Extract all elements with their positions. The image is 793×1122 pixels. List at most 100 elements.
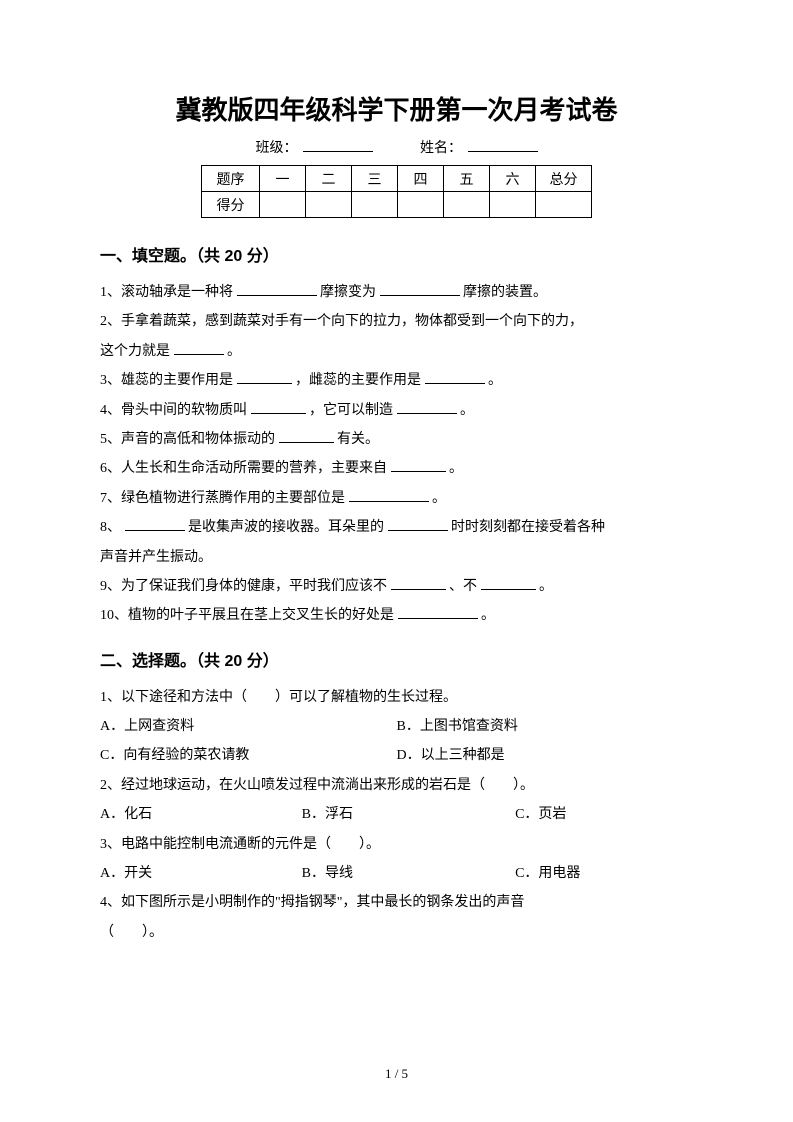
s1-q3-part-b: ，雌蕊的主要作用是 <box>295 373 421 388</box>
score-cell-2[interactable] <box>306 192 352 218</box>
header-col-3: 三 <box>352 166 398 192</box>
s2-q3: 3、电路中能控制电流通断的元件是（ ）。 <box>100 830 693 859</box>
s1-q3-blank-1[interactable] <box>237 370 292 384</box>
s1-q9: 9、为了保证我们身体的健康，平时我们应该不 、不 。 <box>100 572 693 601</box>
s1-q6: 6、人生长和生命活动所需要的营养，主要来自 。 <box>100 454 693 483</box>
s1-q5-part-a: 5、声音的高低和物体振动的 <box>100 432 275 447</box>
s2-q4-part-b: （ ）。 <box>100 925 163 940</box>
s2-q1-choices: A．上网查资料 B．上图书馆查资料 C．向有经验的菜农请教 D．以上三种都是 <box>100 712 693 771</box>
s1-q10: 10、植物的叶子平展且在茎上交叉生长的好处是 。 <box>100 601 693 630</box>
s1-q9-part-b: 、不 <box>449 579 477 594</box>
s2-q1-choice-b[interactable]: B．上图书馆查资料 <box>397 712 694 741</box>
s1-q9-part-c: 。 <box>539 579 553 594</box>
s2-q3-choice-b[interactable]: B．导线 <box>302 859 515 888</box>
s1-q1-part-a: 1、滚动轴承是一种将 <box>100 285 233 300</box>
s1-q9-blank-1[interactable] <box>391 576 446 590</box>
score-table: 题序 一 二 三 四 五 六 总分 得分 <box>201 165 592 218</box>
s1-q7-part-a: 7、绿色植物进行蒸腾作用的主要部位是 <box>100 491 345 506</box>
s2-q2: 2、经过地球运动，在火山喷发过程中流淌出来形成的岩石是（ ）。 <box>100 771 693 800</box>
s2-q2-choice-c[interactable]: C．页岩 <box>515 800 693 829</box>
s1-q4-part-c: 。 <box>460 403 474 418</box>
score-table-score-row: 得分 <box>202 192 592 218</box>
s1-q1-part-b: 摩擦变为 <box>320 285 376 300</box>
s2-q1: 1、以下途径和方法中（ ）可以了解植物的生长过程。 <box>100 683 693 712</box>
header-total: 总分 <box>536 166 592 192</box>
s1-q4: 4、骨头中间的软物质叫 ，它可以制造 。 <box>100 396 693 425</box>
s1-q2-blank[interactable] <box>174 341 224 355</box>
section-2-heading: 二、选择题。（共 20 分） <box>100 647 693 671</box>
s1-q3: 3、雄蕊的主要作用是 ，雌蕊的主要作用是 。 <box>100 366 693 395</box>
header-col-5: 五 <box>444 166 490 192</box>
page: 冀教版四年级科学下册第一次月考试卷 班级： 姓名： 题序 一 二 三 四 五 六… <box>0 0 793 1122</box>
s1-q8-blank-2[interactable] <box>388 517 448 531</box>
s1-q8-blank-1[interactable] <box>125 517 185 531</box>
name-blank[interactable] <box>468 138 538 152</box>
s1-q8-part-d: 声音并产生振动。 <box>100 550 212 565</box>
header-label: 题序 <box>202 166 260 192</box>
s1-q1-part-c: 摩擦的装置。 <box>463 285 547 300</box>
s1-q8-part-a: 8、 <box>100 520 121 535</box>
s1-q6-part-a: 6、人生长和生命活动所需要的营养，主要来自 <box>100 461 387 476</box>
header-col-1: 一 <box>260 166 306 192</box>
s1-q3-blank-2[interactable] <box>425 370 485 384</box>
s1-q2-part-c: 。 <box>227 344 241 359</box>
class-blank[interactable] <box>303 138 373 152</box>
s1-q5-part-b: 有关。 <box>337 432 379 447</box>
s1-q6-part-b: 。 <box>449 461 463 476</box>
s2-q3-choice-c[interactable]: C．用电器 <box>515 859 693 888</box>
s1-q2: 2、手拿着蔬菜，感到蔬菜对手有一个向下的拉力，物体都受到一个向下的力， 这个力就… <box>100 307 693 366</box>
s2-q3-choices: A．开关 B．导线 C．用电器 <box>100 859 693 888</box>
s2-q1-choice-c[interactable]: C．向有经验的菜农请教 <box>100 741 397 770</box>
s1-q2-part-b: 这个力就是 <box>100 344 170 359</box>
score-label: 得分 <box>202 192 260 218</box>
s1-q8-part-b: 是收集声波的接收器。耳朵里的 <box>188 520 384 535</box>
s2-q1-choice-d[interactable]: D．以上三种都是 <box>397 741 694 770</box>
score-cell-5[interactable] <box>444 192 490 218</box>
score-cell-3[interactable] <box>352 192 398 218</box>
s1-q5: 5、声音的高低和物体振动的 有关。 <box>100 425 693 454</box>
s2-q2-choices: A．化石 B．浮石 C．页岩 <box>100 800 693 829</box>
header-col-6: 六 <box>490 166 536 192</box>
s1-q4-blank-1[interactable] <box>251 400 306 414</box>
s1-q1: 1、滚动轴承是一种将 摩擦变为 摩擦的装置。 <box>100 278 693 307</box>
s1-q1-blank-2[interactable] <box>380 282 460 296</box>
section-1-heading: 一、填空题。（共 20 分） <box>100 242 693 266</box>
s1-q2-part-a: 2、手拿着蔬菜，感到蔬菜对手有一个向下的拉力，物体都受到一个向下的力， <box>100 314 583 329</box>
page-number: 1 / 5 <box>0 1066 793 1082</box>
s1-q4-part-b: ，它可以制造 <box>309 403 393 418</box>
s1-q6-blank[interactable] <box>391 458 446 472</box>
score-cell-total[interactable] <box>536 192 592 218</box>
s1-q4-part-a: 4、骨头中间的软物质叫 <box>100 403 247 418</box>
s2-q3-choice-a[interactable]: A．开关 <box>100 859 302 888</box>
s1-q3-part-c: 。 <box>488 373 502 388</box>
s1-q8-part-c: 时时刻刻都在接受着各种 <box>451 520 605 535</box>
s1-q7-blank[interactable] <box>349 488 429 502</box>
s1-q10-blank[interactable] <box>398 605 478 619</box>
s1-q7: 7、绿色植物进行蒸腾作用的主要部位是 。 <box>100 484 693 513</box>
s1-q10-part-b: 。 <box>481 608 495 623</box>
header-col-2: 二 <box>306 166 352 192</box>
name-label: 姓名： <box>420 141 462 156</box>
score-cell-1[interactable] <box>260 192 306 218</box>
s1-q3-part-a: 3、雄蕊的主要作用是 <box>100 373 233 388</box>
exam-title: 冀教版四年级科学下册第一次月考试卷 <box>100 90 693 127</box>
s2-q2-choice-a[interactable]: A．化石 <box>100 800 302 829</box>
s1-q4-blank-2[interactable] <box>397 400 457 414</box>
class-label: 班级： <box>256 141 298 156</box>
s2-q4-part-a: 4、如下图所示是小明制作的"拇指钢琴"，其中最长的钢条发出的声音 <box>100 895 524 910</box>
s1-q5-blank[interactable] <box>279 429 334 443</box>
score-cell-4[interactable] <box>398 192 444 218</box>
student-info-line: 班级： 姓名： <box>100 137 693 157</box>
s1-q8: 8、 是收集声波的接收器。耳朵里的 时时刻刻都在接受着各种 声音并产生振动。 <box>100 513 693 572</box>
s1-q9-blank-2[interactable] <box>481 576 536 590</box>
s1-q9-part-a: 9、为了保证我们身体的健康，平时我们应该不 <box>100 579 387 594</box>
s2-q1-choice-a[interactable]: A．上网查资料 <box>100 712 397 741</box>
s1-q7-part-b: 。 <box>432 491 446 506</box>
score-cell-6[interactable] <box>490 192 536 218</box>
s2-q2-choice-b[interactable]: B．浮石 <box>302 800 515 829</box>
s1-q10-part-a: 10、植物的叶子平展且在茎上交叉生长的好处是 <box>100 608 394 623</box>
score-table-header-row: 题序 一 二 三 四 五 六 总分 <box>202 166 592 192</box>
s1-q1-blank-1[interactable] <box>237 282 317 296</box>
s2-q4: 4、如下图所示是小明制作的"拇指钢琴"，其中最长的钢条发出的声音 （ ）。 <box>100 888 693 947</box>
header-col-4: 四 <box>398 166 444 192</box>
